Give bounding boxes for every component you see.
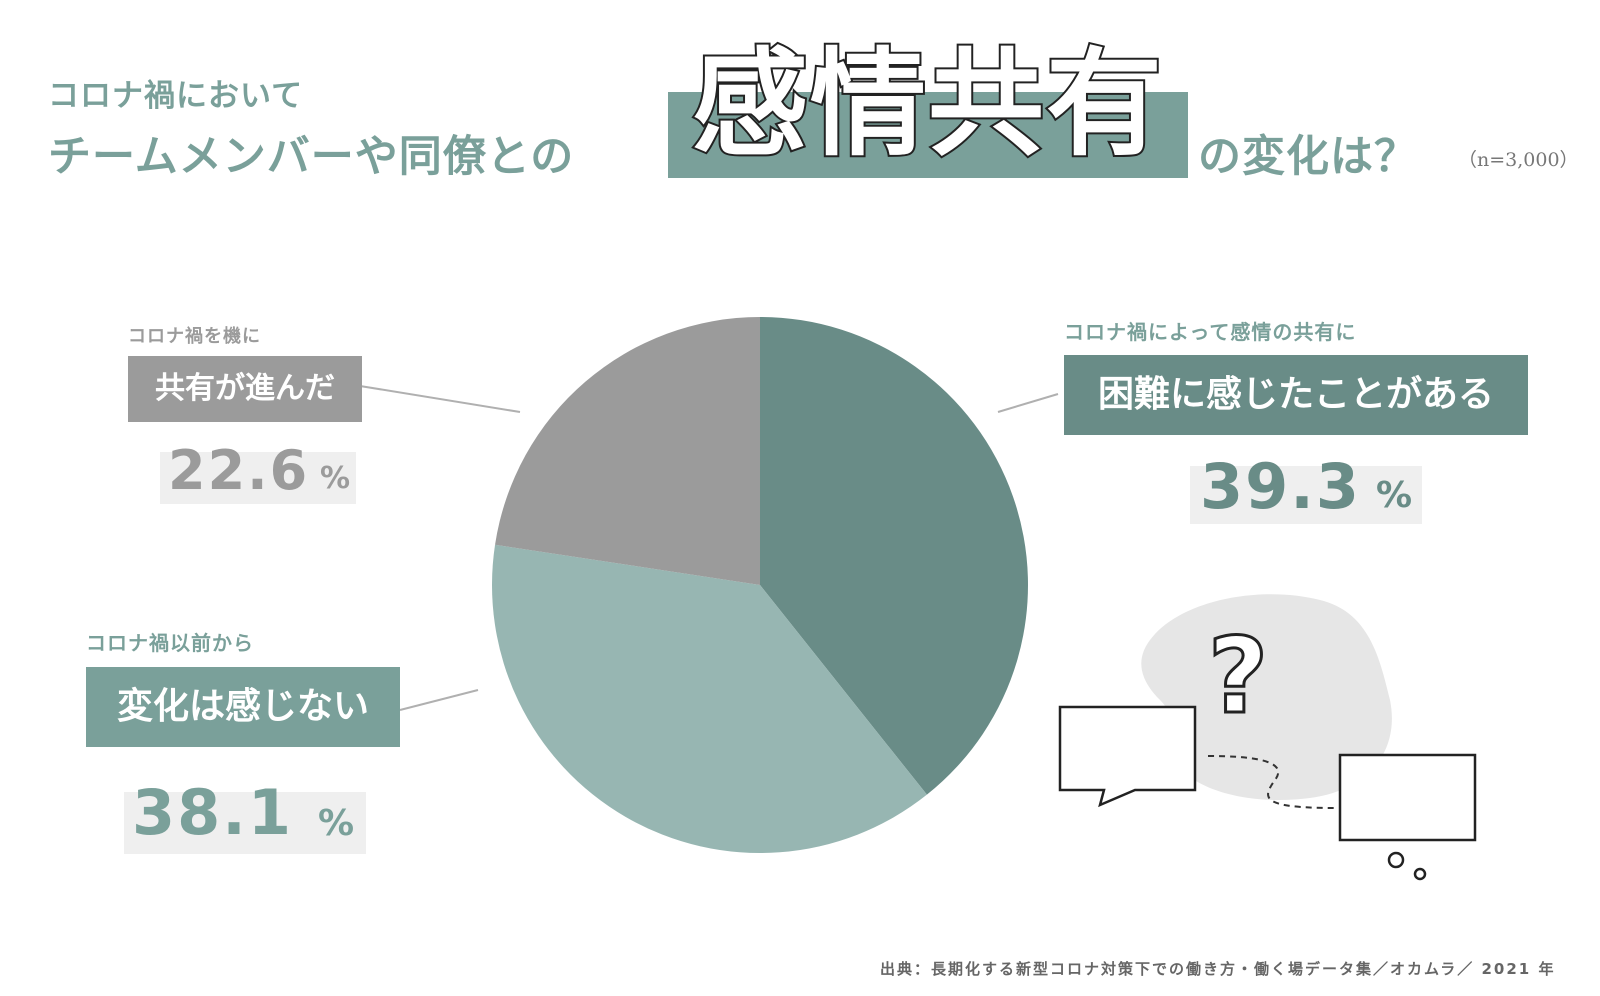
title-line2: チームメンバーや同僚との bbox=[48, 132, 575, 182]
dashed-connector bbox=[1207, 755, 1336, 809]
title-tail: の変化は？ bbox=[1198, 132, 1418, 182]
percent-unit-difficulty: % bbox=[1376, 475, 1413, 516]
percent-bg-advanced bbox=[160, 452, 356, 504]
pie-slices bbox=[491, 317, 1028, 854]
source-citation: 出典：長期化する新型コロナ対策下での働き方・働く場データ集／オカムラ／ 2021… bbox=[880, 960, 1556, 978]
pie-slice-no-change bbox=[491, 544, 927, 854]
title-highlight-box bbox=[668, 92, 1188, 178]
percent-unit-no-change: % bbox=[318, 803, 355, 844]
pie-slice-difficulty bbox=[760, 317, 1028, 795]
sample-size: （n=3,000） bbox=[1458, 149, 1579, 171]
percent-bg-difficulty bbox=[1190, 466, 1422, 524]
label-box-no-change: 変化は感じない bbox=[86, 667, 400, 747]
leader-line-advanced bbox=[359, 385, 521, 413]
title-line1: コロナ禍において bbox=[48, 78, 304, 114]
speech-bubble-right bbox=[1338, 753, 1477, 842]
leader-line-difficulty bbox=[997, 393, 1059, 413]
label-box-difficulty: 困難に感じたことがある bbox=[1064, 355, 1528, 435]
percent-bg-no-change bbox=[124, 792, 366, 854]
percent-advanced: 22.6 % bbox=[160, 440, 356, 504]
illustration-blob bbox=[1141, 594, 1392, 801]
speech-bubbles-illustration: ? bbox=[1058, 594, 1477, 881]
caption-advanced: コロナ禍を機に bbox=[128, 326, 261, 347]
pie-slice-advanced bbox=[495, 317, 760, 585]
caption-difficulty: コロナ禍によって感情の共有に bbox=[1064, 320, 1357, 344]
caption-no-change: コロナ禍以前から bbox=[86, 631, 254, 655]
percent-unit-advanced: % bbox=[320, 461, 351, 496]
thought-dot-small bbox=[1413, 867, 1427, 881]
leader-line-no-change bbox=[399, 689, 479, 711]
percent-difficulty: 39.3 % bbox=[1190, 452, 1422, 524]
thought-dot-large bbox=[1387, 851, 1405, 869]
percent-value-difficulty: 39.3 bbox=[1200, 450, 1361, 523]
leader-lines bbox=[359, 385, 1059, 711]
speech-bubble-left bbox=[1058, 705, 1197, 808]
percent-value-advanced: 22.6 bbox=[168, 439, 310, 502]
question-mark-icon: ? bbox=[1208, 615, 1268, 737]
percent-value-no-change: 38.1 bbox=[132, 776, 293, 849]
percent-no-change: 38.1 % bbox=[124, 778, 366, 854]
title-highlight: 感情共有 bbox=[690, 37, 1164, 172]
label-box-advanced: 共有が進んだ bbox=[128, 356, 362, 422]
